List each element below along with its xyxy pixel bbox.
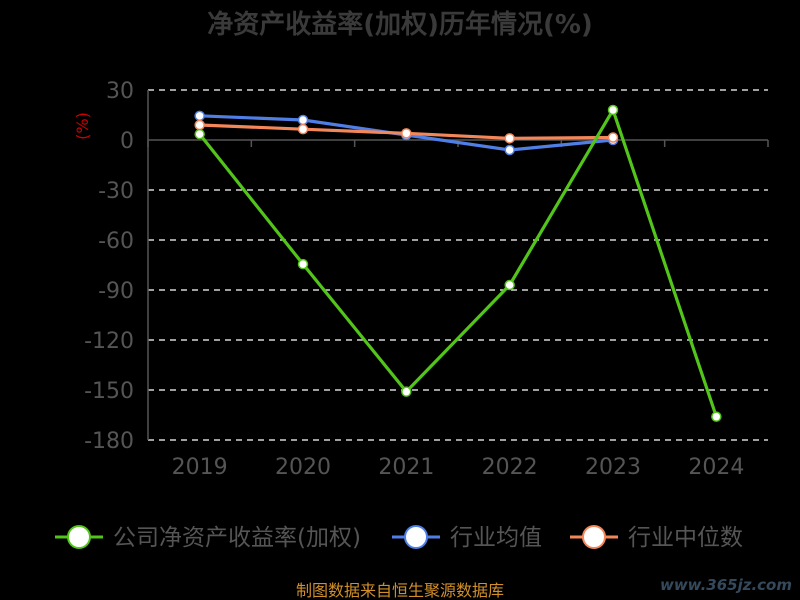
- chart-title: 净资产收益率(加权)历年情况(%): [207, 9, 593, 40]
- data-point: [711, 411, 722, 422]
- x-tick-label: 2021: [378, 455, 434, 480]
- legend-label: 公司净资产收益率(加权): [113, 525, 361, 551]
- legend: 公司净资产收益率(加权) 行业均值 行业中位数: [55, 525, 743, 551]
- legend-marker: [582, 525, 606, 549]
- data-point: [504, 133, 515, 144]
- legend-label: 行业中位数: [628, 525, 743, 551]
- y-tick-label: -30: [98, 179, 134, 204]
- data-point: [504, 144, 515, 156]
- data-point: [297, 123, 309, 135]
- data-point: [401, 128, 412, 139]
- legend-item: 公司净资产收益率(加权): [55, 525, 361, 551]
- y-axis-label: (%): [73, 112, 92, 140]
- data-point: [401, 386, 412, 397]
- data-point: [607, 132, 619, 143]
- legend-marker: [404, 525, 428, 549]
- y-tick-label: -60: [98, 229, 134, 254]
- legend-item: 行业中位数: [570, 525, 743, 551]
- legend-marker: [67, 525, 91, 549]
- legend-label: 行业均值: [450, 525, 542, 551]
- data-point: [297, 258, 309, 270]
- y-tick-label: -90: [98, 279, 134, 304]
- watermark-logo: www.365jz.com: [659, 576, 792, 594]
- series-lines: [194, 104, 722, 422]
- x-tick-label: 2024: [688, 455, 744, 480]
- x-tick-labels: 2019 2020 2021 2022 2023 2024: [172, 455, 745, 480]
- data-point: [194, 128, 205, 140]
- data-point: [194, 110, 205, 122]
- legend-item: 行业均值: [392, 525, 542, 551]
- y-tick-label: 30: [106, 79, 134, 104]
- series-line: [198, 108, 718, 418]
- y-tick-label: -150: [84, 379, 134, 404]
- y-tick-labels: 30 0 -30 -60 -90 -120 -150 -180: [84, 79, 134, 454]
- data-point: [194, 119, 205, 131]
- y-tick-label: -180: [84, 429, 134, 454]
- y-tick-label: 0: [120, 129, 134, 154]
- x-tick-label: 2019: [172, 455, 228, 480]
- y-tick-label: -120: [84, 329, 134, 354]
- data-point: [607, 104, 619, 116]
- x-tick-label: 2020: [275, 455, 331, 480]
- data-point: [297, 114, 309, 126]
- data-point: [504, 279, 515, 291]
- x-tick-label: 2022: [482, 455, 538, 480]
- source-note: 制图数据来自恒生聚源数据库: [296, 581, 504, 600]
- x-tick-label: 2023: [585, 455, 641, 480]
